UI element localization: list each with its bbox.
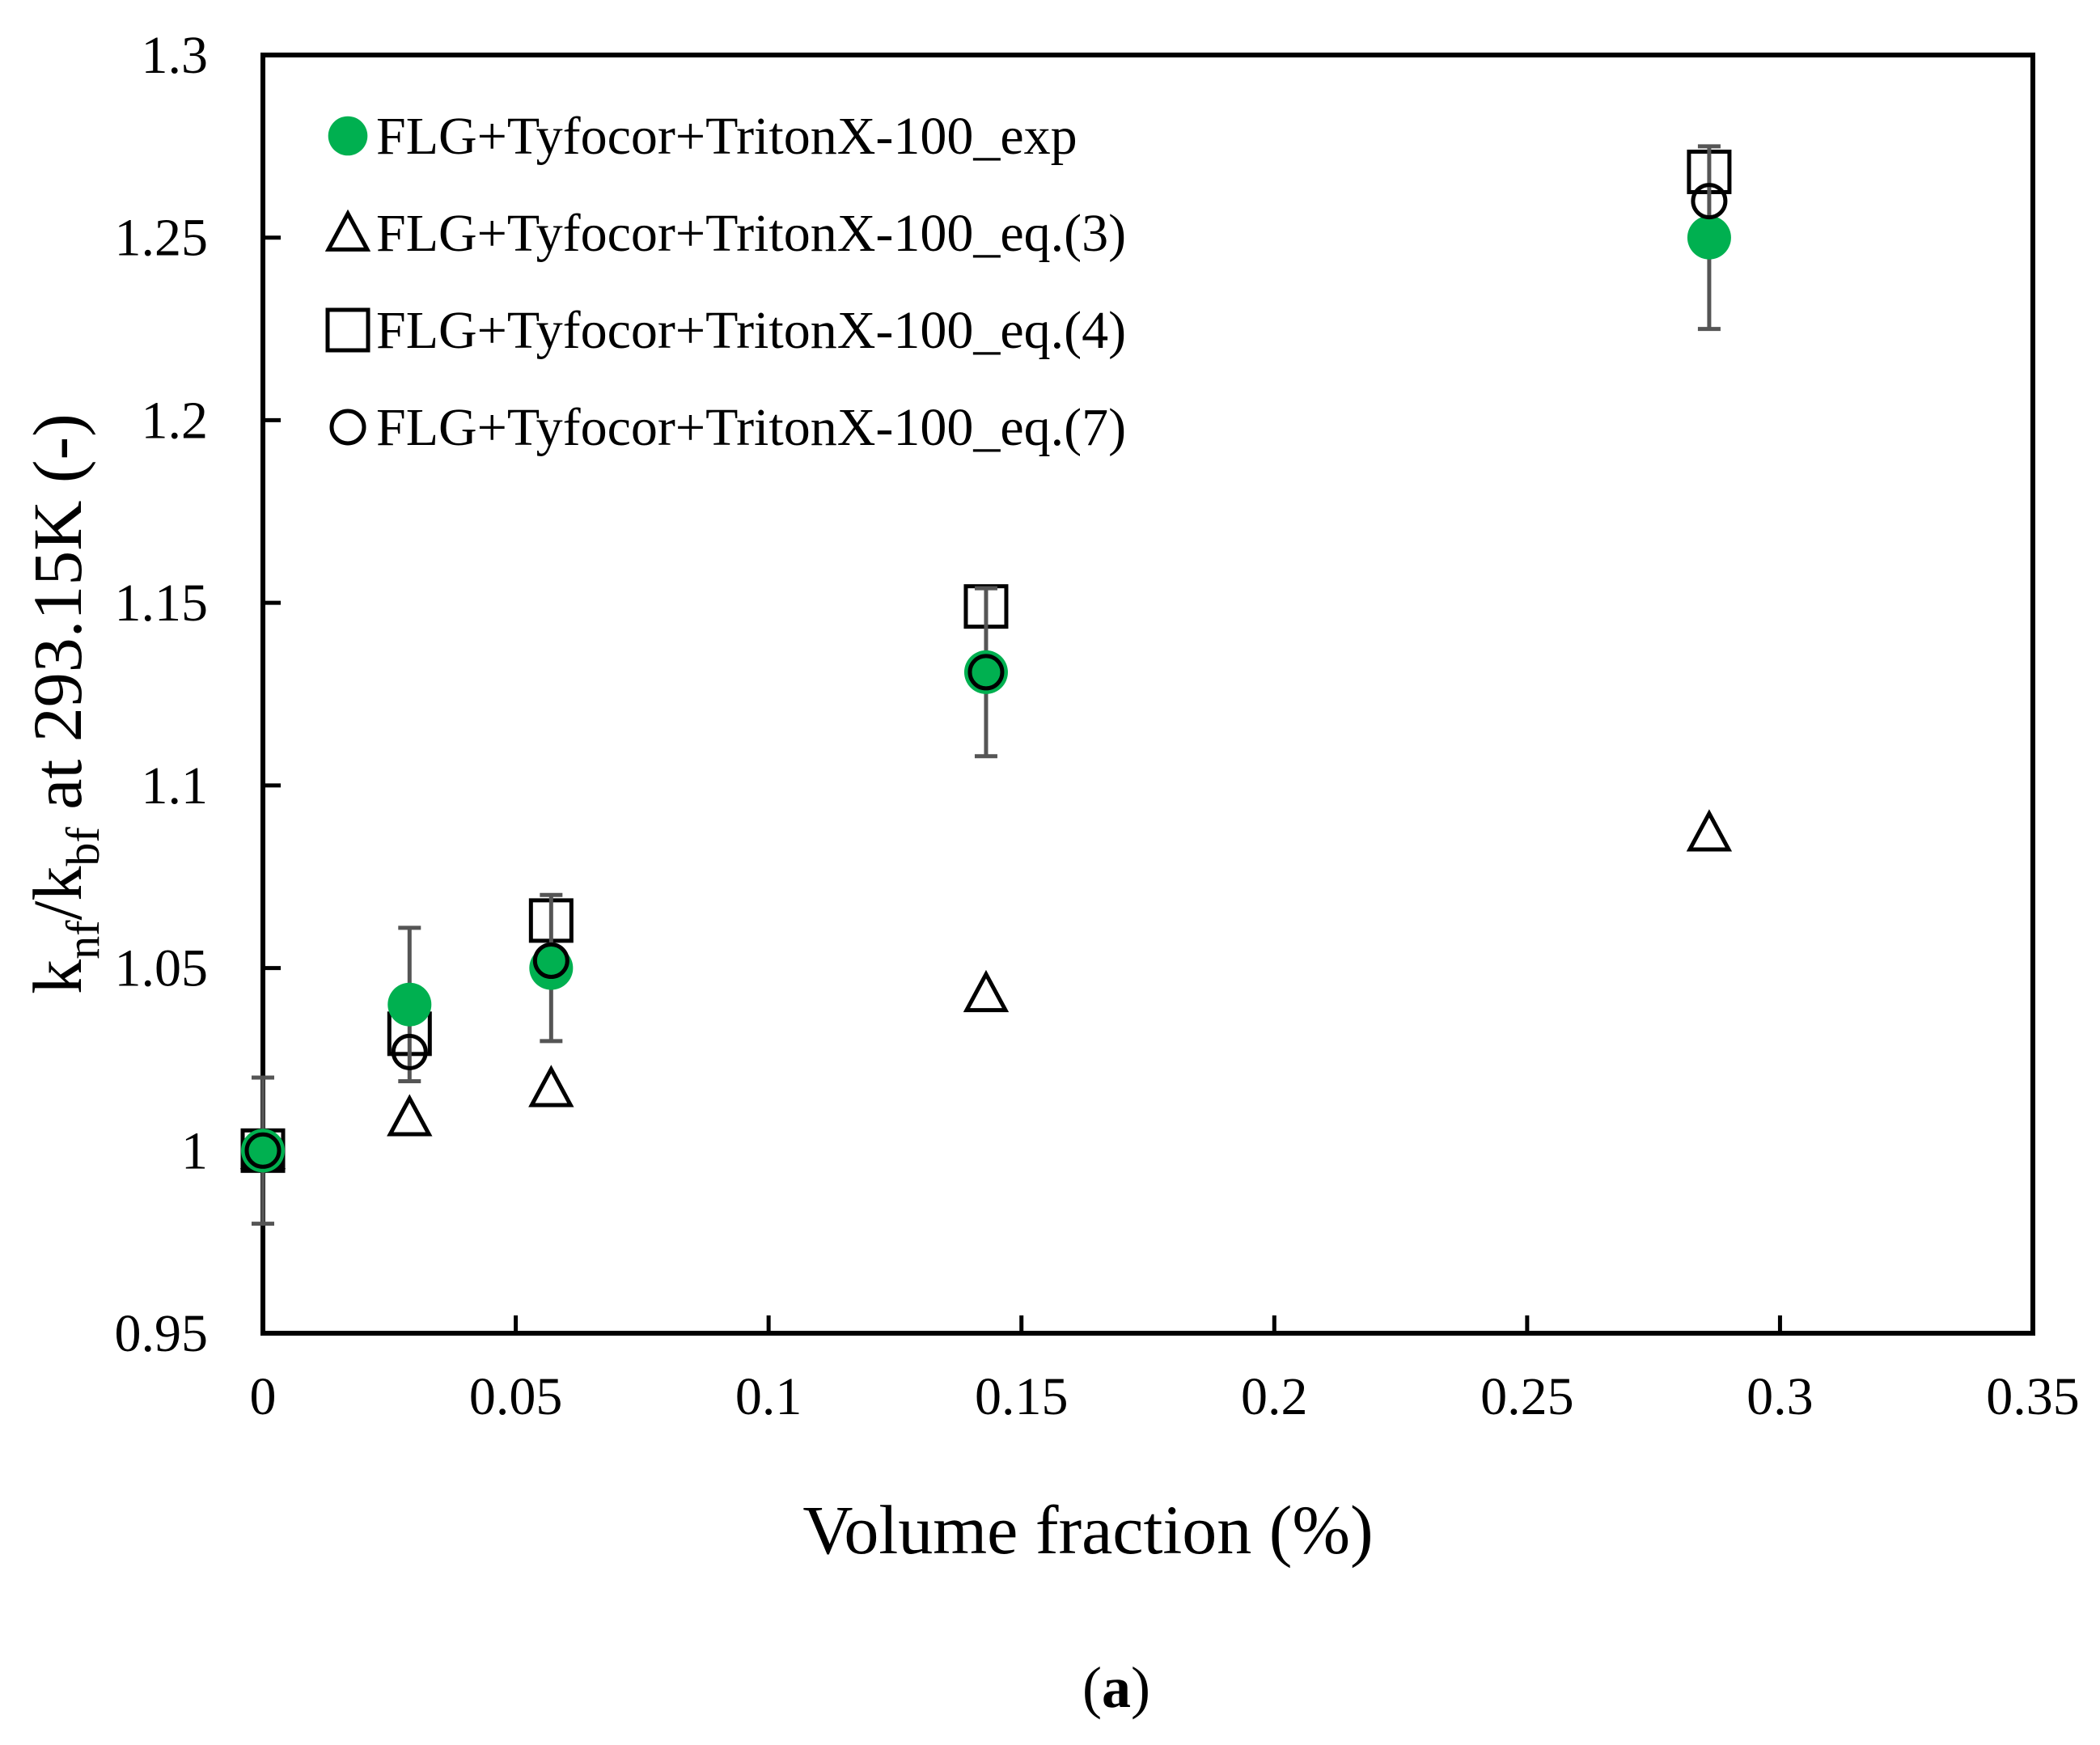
legend-label: FLG+Tyfocor+TritonX-100_eq.(7) — [376, 398, 1126, 457]
y-tick-label: 1.05 — [115, 939, 209, 998]
point-flg-tyfocor-tritonx-100-eq-3- — [963, 969, 1010, 1013]
x-tick-label: 0.2 — [1241, 1367, 1308, 1426]
y-tick-label: 1.25 — [115, 209, 209, 268]
y-axis-title-k: k — [19, 959, 96, 994]
x-tick-label: 0.35 — [1986, 1367, 2080, 1426]
x-tick-label: 0.1 — [735, 1367, 802, 1426]
x-axis-ticks: 0 0.05 0.1 0.15 0.2 0.25 0.3 0.35 — [250, 1315, 2080, 1426]
point-flg-tyfocor-tritonx-100-eq-7- — [967, 654, 1005, 691]
point-flg-tyfocor-tritonx-100-eq-3- — [528, 1065, 574, 1108]
data-marks — [239, 144, 1733, 1226]
x-tick-label: 0.3 — [1746, 1367, 1814, 1426]
legend-label: FLG+Tyfocor+TritonX-100_eq.(3) — [376, 204, 1126, 263]
caption-open: ( — [1082, 1655, 1102, 1720]
figure-caption: (a) — [1082, 1655, 1150, 1720]
y-axis-title-rest: at 293.15K (-) — [19, 413, 96, 827]
point-flg-tyfocor-tritonx-100-eq-7- — [532, 942, 569, 980]
legend-marker — [329, 409, 366, 446]
point-flg-tyfocor-tritonx-100-eq-7- — [1691, 183, 1728, 220]
y-tick-label: 1 — [181, 1121, 208, 1180]
plot-frame — [260, 53, 2035, 1336]
point-flg-tyfocor-tritonx-100-eq-7- — [244, 1132, 282, 1169]
legend-marker — [324, 209, 371, 252]
y-axis-title-sub-bf: bf — [57, 827, 109, 866]
x-axis-title: Volume fraction (%) — [802, 1491, 1373, 1569]
point-flg-tyfocor-tritonx-100-eq-3- — [387, 1094, 433, 1137]
y-tick-label: 1.2 — [142, 391, 209, 450]
point-flg-tyfocor-tritonx-100-exp — [387, 982, 432, 1027]
legend-marker — [328, 116, 368, 156]
point-flg-tyfocor-tritonx-100-exp — [529, 946, 574, 990]
x-tick-label: 0.05 — [469, 1367, 563, 1426]
y-axis-title: knf/kbf at 293.15K (-) — [19, 413, 109, 994]
y-tick-label: 1.15 — [115, 574, 209, 633]
point-flg-tyfocor-tritonx-100-eq-3- — [1686, 809, 1733, 852]
y-tick-label: 1.3 — [142, 26, 209, 85]
y-axis-ticks: 0.95 1 1.05 1.1 1.15 1.2 1.25 1.3 — [115, 26, 281, 1363]
point-flg-tyfocor-tritonx-100-exp — [1687, 215, 1731, 260]
legend: FLG+Tyfocor+TritonX-100_exp FLG+Tyfocor+T… — [324, 107, 1126, 457]
x-tick-label: 0.15 — [975, 1367, 1069, 1426]
y-tick-label: 1.1 — [142, 756, 209, 815]
x-tick-label: 0 — [250, 1367, 277, 1426]
caption-letter: a — [1102, 1655, 1131, 1720]
legend-label: FLG+Tyfocor+TritonX-100_exp — [376, 107, 1078, 166]
x-tick-label: 0.25 — [1480, 1367, 1574, 1426]
legend-label: FLG+Tyfocor+TritonX-100_eq.(4) — [376, 301, 1126, 360]
point-flg-tyfocor-tritonx-100-eq-7- — [391, 1033, 428, 1070]
y-axis-title-slash: /k — [19, 866, 96, 921]
y-axis-title-sub-nf: nf — [57, 920, 109, 959]
y-tick-label: 0.95 — [115, 1304, 209, 1363]
caption-close: ) — [1131, 1655, 1150, 1720]
legend-marker — [325, 307, 370, 353]
